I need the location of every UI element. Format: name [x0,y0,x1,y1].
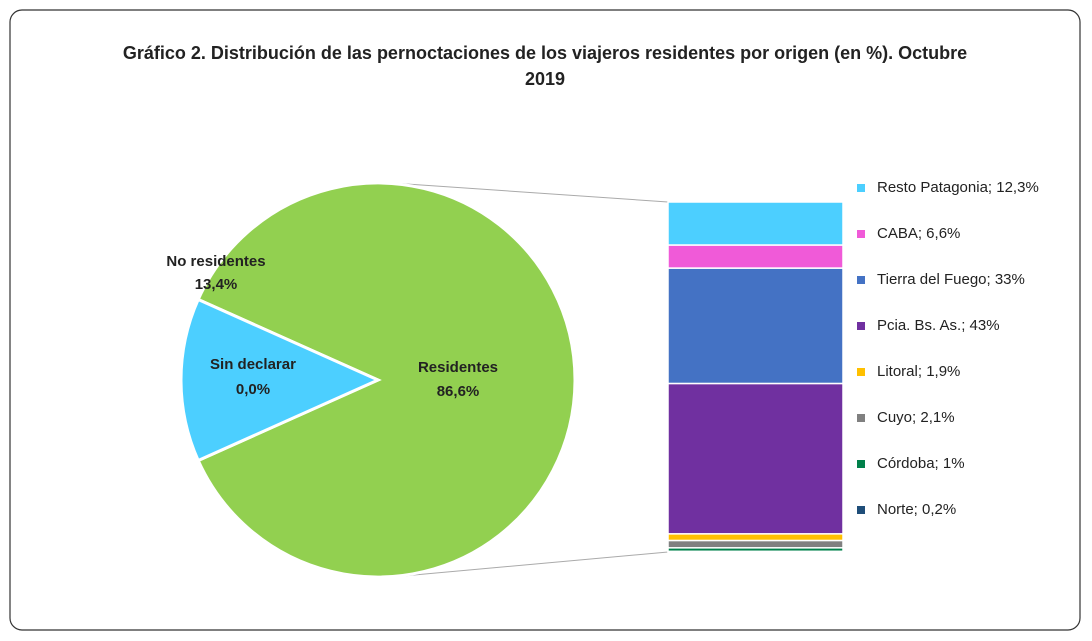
slice-value: 0,0% [236,381,270,398]
slice-label: Sin declarar [210,356,296,373]
legend-swatch [857,276,865,284]
connector [391,182,669,203]
legend-label: Tierra del Fuego; 33% [877,271,1025,288]
pie-slice [179,297,382,463]
legend-label: Cuyo; 2,1% [877,409,955,426]
chart-title: Gráfico 2. Distribución de las pernoctac… [122,43,968,89]
bar-segment [667,533,844,542]
slice-label: Residentes [418,359,498,376]
legend-label: Resto Patagonia; 12,3% [877,179,1039,196]
legend-swatch [857,368,865,376]
bar-segment [667,382,844,535]
legend-label: Córdoba; 1% [877,455,965,472]
bar-segment [667,267,844,385]
legend-label: CABA; 6,6% [877,225,960,242]
slice-value: 13,4% [195,276,238,293]
legend-swatch [857,506,865,514]
legend-swatch [857,460,865,468]
legend-label: Norte; 0,2% [877,501,956,518]
legend-swatch [857,414,865,422]
bar-segment [667,244,844,269]
slice-label: No residentes [166,253,265,270]
legend-label: Pcia. Bs. As.; 43% [877,317,1000,334]
legend-swatch [857,184,865,192]
legend-swatch [857,230,865,238]
bar-segment [667,539,844,549]
bar-segment [667,201,844,246]
legend-label: Litoral; 1,9% [877,363,960,380]
legend-swatch [857,322,865,330]
slice-value: 86,6% [437,383,480,400]
connector [391,551,669,578]
pie-slice [196,181,577,579]
